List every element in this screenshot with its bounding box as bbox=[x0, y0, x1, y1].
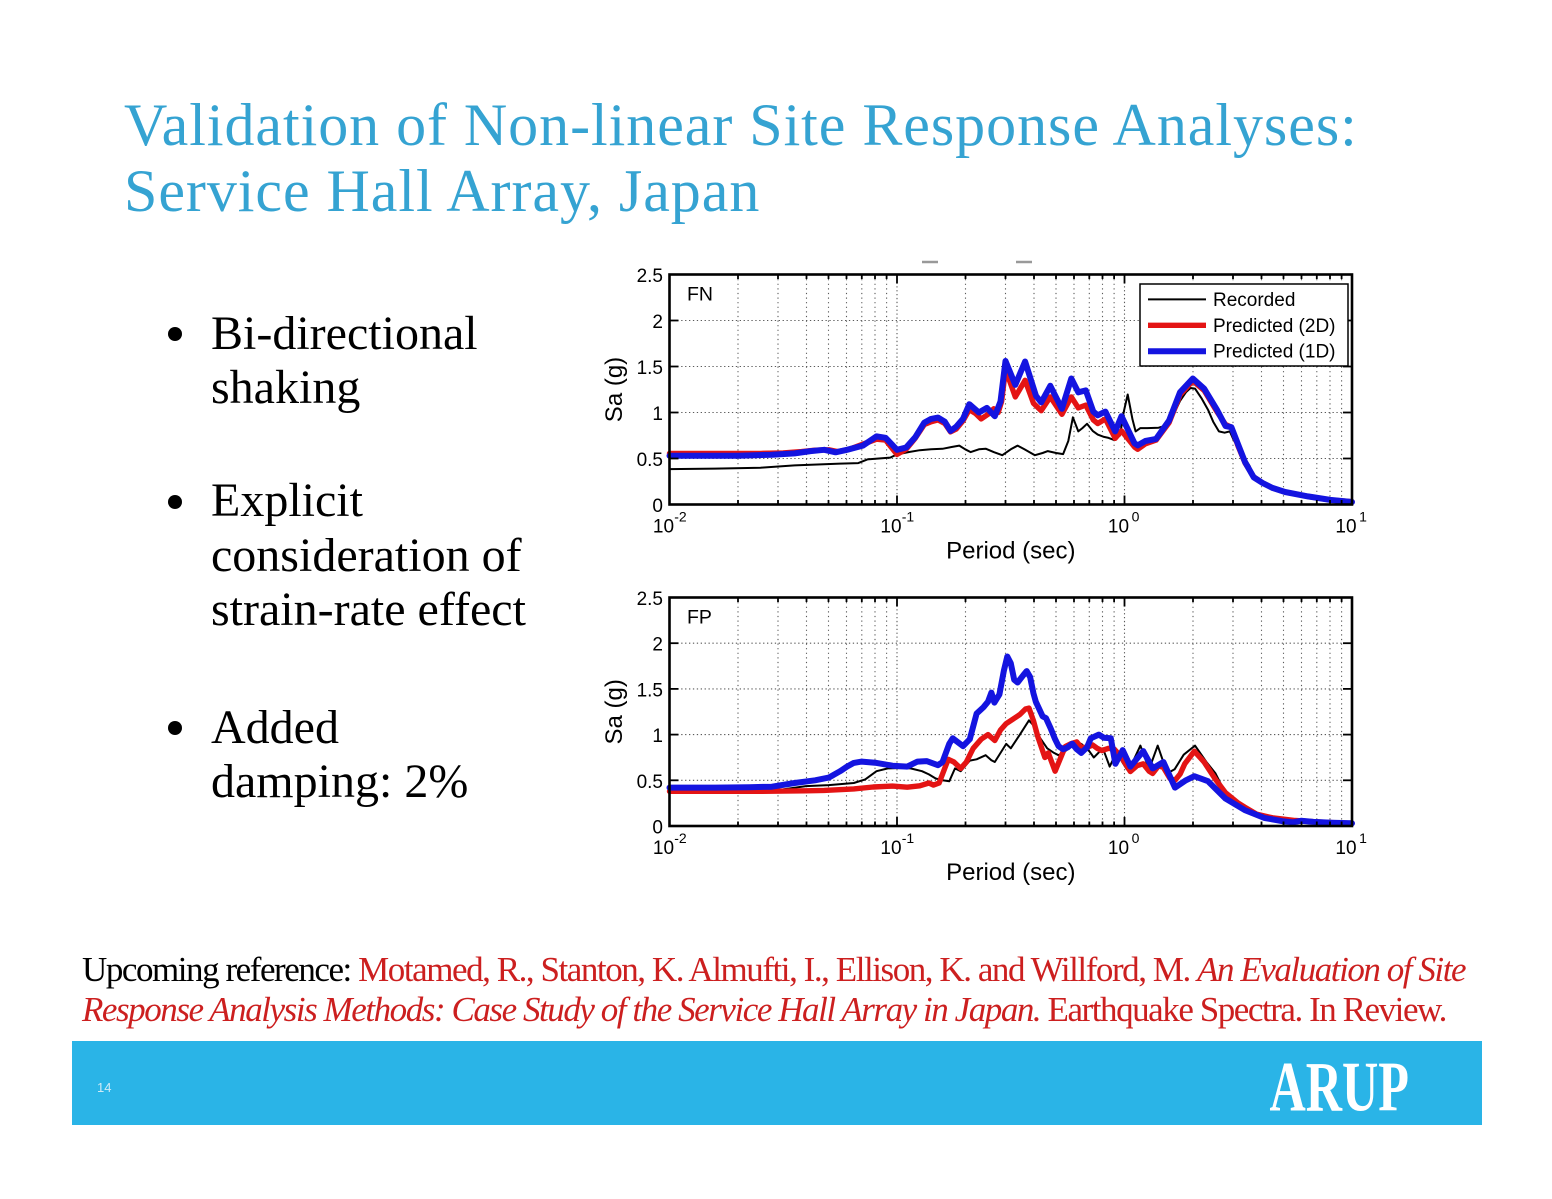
svg-text:Predicted (2D): Predicted (2D) bbox=[1213, 316, 1336, 337]
svg-text:Period (sec): Period (sec) bbox=[946, 859, 1075, 886]
svg-text:10: 10 bbox=[1108, 517, 1129, 538]
svg-text:1.5: 1.5 bbox=[637, 680, 663, 701]
svg-text:1: 1 bbox=[652, 726, 663, 747]
svg-text:-2: -2 bbox=[674, 830, 687, 846]
svg-text:Sa (g): Sa (g) bbox=[601, 357, 628, 422]
svg-text:2.5: 2.5 bbox=[637, 266, 663, 287]
svg-text:Predicted (1D): Predicted (1D) bbox=[1213, 342, 1336, 363]
svg-text:0.5: 0.5 bbox=[637, 772, 663, 793]
svg-text:10: 10 bbox=[880, 517, 901, 538]
svg-text:FP: FP bbox=[687, 607, 712, 629]
svg-text:1.5: 1.5 bbox=[637, 358, 663, 379]
svg-text:1: 1 bbox=[1359, 509, 1367, 525]
svg-text:10: 10 bbox=[1108, 838, 1129, 859]
svg-text:0: 0 bbox=[652, 818, 663, 839]
svg-text:-1: -1 bbox=[902, 830, 915, 846]
svg-text:0: 0 bbox=[1132, 830, 1140, 846]
svg-text:0.5: 0.5 bbox=[637, 450, 663, 471]
svg-text:Recorded: Recorded bbox=[1213, 290, 1295, 311]
svg-text:10: 10 bbox=[880, 838, 901, 859]
svg-text:2: 2 bbox=[652, 635, 663, 656]
svg-text:10: 10 bbox=[1335, 838, 1356, 859]
svg-text:FN: FN bbox=[687, 284, 713, 306]
svg-text:1: 1 bbox=[652, 404, 663, 425]
svg-text:Sa (g): Sa (g) bbox=[601, 679, 628, 744]
svg-text:Period (sec): Period (sec) bbox=[946, 538, 1075, 565]
svg-text:2.5: 2.5 bbox=[637, 589, 663, 610]
svg-text:0: 0 bbox=[1132, 509, 1140, 525]
svg-text:10: 10 bbox=[653, 838, 674, 859]
svg-text:2: 2 bbox=[652, 312, 663, 333]
svg-text:10: 10 bbox=[1335, 517, 1356, 538]
svg-text:10: 10 bbox=[653, 517, 674, 538]
svg-text:1: 1 bbox=[1359, 830, 1367, 846]
svg-text:0: 0 bbox=[652, 496, 663, 517]
svg-text:-2: -2 bbox=[674, 509, 687, 525]
svg-text:-1: -1 bbox=[902, 509, 915, 525]
svg-text:ARUP: ARUP bbox=[1270, 1049, 1410, 1127]
